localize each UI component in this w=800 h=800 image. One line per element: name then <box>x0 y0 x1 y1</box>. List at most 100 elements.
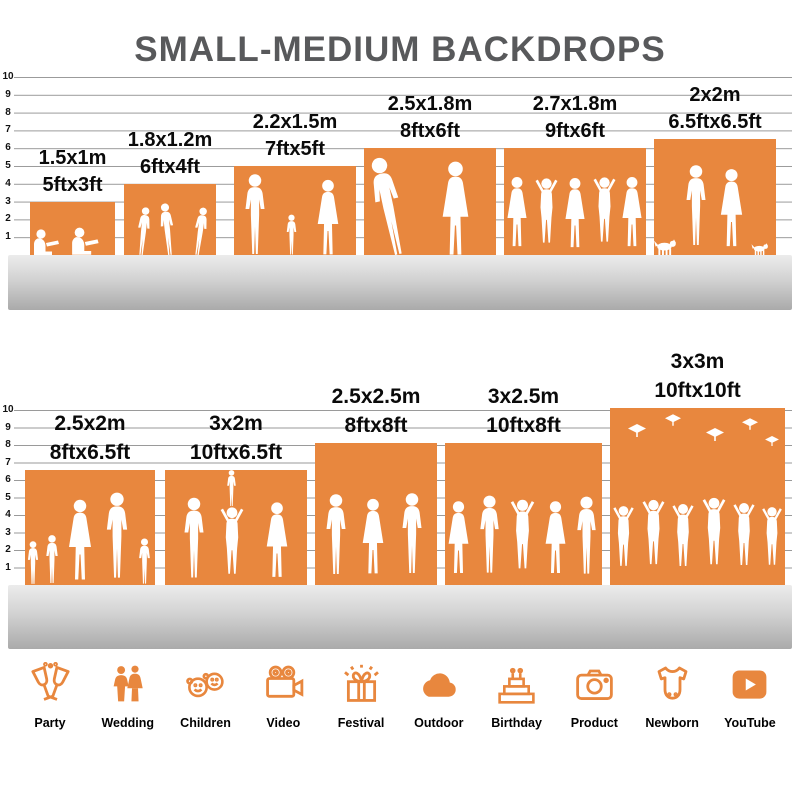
y-tick: 2 <box>5 213 11 224</box>
backdrop-bar-8x8ft: 2.5x2.5m 8ftx8ft <box>315 385 437 585</box>
bar-metric-size: 2.5x1.8m <box>387 93 473 115</box>
y-tick: 6 <box>5 474 11 485</box>
bar-metric-size: 3x2.5m <box>487 385 560 408</box>
top-ground-strip <box>8 255 792 310</box>
outdoor-icon <box>423 673 457 697</box>
category-product: Product <box>558 662 630 730</box>
bar-size-label: 3x2.5m 10ftx8ft <box>486 382 561 443</box>
bar-metric-size: 2.5x2m <box>54 412 126 435</box>
y-tick: 6 <box>5 142 11 153</box>
youtube-icon <box>733 670 767 699</box>
bar-metric-size: 1.5x1m <box>38 147 107 169</box>
bar-metric-size: 2.2x1.5m <box>252 111 338 133</box>
category-outdoor: Outdoor <box>403 662 475 730</box>
category-birthday: Birthday <box>481 662 553 730</box>
silhouette-wedding-couple <box>366 155 469 257</box>
silhouette-parent-lifting-child <box>184 470 288 578</box>
bar-imperial-size: 10ftx10ft <box>654 379 741 402</box>
silhouette-children-running <box>135 202 210 256</box>
backdrop-bar-10x6.5ft: 3x2m 10ftx6.5ft <box>165 412 307 585</box>
y-tick: 10 <box>2 71 14 82</box>
category-label: Festival <box>337 716 385 730</box>
bar-metric-size: 2.7x1.8m <box>532 93 618 115</box>
y-tick: 1 <box>5 562 11 573</box>
y-tick: 7 <box>5 124 11 135</box>
bar-size-label: 2.2x1.5m 7ftx5ft <box>253 109 338 166</box>
birthday-icon <box>498 667 535 704</box>
bar-metric-size: 2.5x2.5m <box>331 385 421 408</box>
y-tick: 2 <box>5 544 11 555</box>
silhouette-dancing-group <box>507 177 642 248</box>
festival-icon <box>343 664 379 702</box>
bar-imperial-size: 5ftx3ft <box>42 174 103 196</box>
category-label: Wedding <box>101 716 155 730</box>
bar-size-label: 3x3m 10ftx10ft <box>654 347 740 408</box>
category-row: Party Wedding <box>14 662 786 730</box>
category-label: Product <box>570 716 618 730</box>
category-label: YouTube <box>724 716 776 730</box>
y-tick: 10 <box>2 404 14 415</box>
y-tick: 7 <box>5 457 11 468</box>
silhouette-family <box>245 174 339 255</box>
y-tick: 4 <box>5 178 11 189</box>
y-tick: 3 <box>5 196 11 207</box>
bar-imperial-size: 7ftx5ft <box>264 138 326 160</box>
backdrop-bar-8x6ft: 2.5x1.8m 8ftx6ft <box>364 93 496 257</box>
category-label: Birthday <box>491 716 542 730</box>
bar-size-label: 2.5x2.5m 8ftx8ft <box>332 382 421 443</box>
page-title: SMALL-MEDIUM BACKDROPS <box>134 30 666 69</box>
silhouette-children-reading <box>34 227 99 255</box>
y-tick: 5 <box>5 160 11 171</box>
bottom-ground-strip <box>8 585 792 649</box>
backdrop-bar-6x4ft: 1.8x1.2m 6ftx4ft <box>124 129 216 256</box>
silhouette-couple-with-pets <box>654 165 768 255</box>
category-video: Video <box>247 662 319 730</box>
y-tick: 8 <box>5 107 11 118</box>
bar-metric-size: 3x3m <box>670 350 725 373</box>
video-icon <box>265 665 304 698</box>
children-icon <box>186 672 224 698</box>
y-tick: 8 <box>5 439 11 450</box>
party-icon <box>30 662 70 701</box>
category-label: Party <box>34 716 66 730</box>
y-tick: 3 <box>5 527 11 538</box>
newborn-icon <box>657 666 688 700</box>
category-festival: Festival <box>325 662 397 730</box>
bar-imperial-size: 10ftx8ft <box>486 414 561 437</box>
bar-imperial-size: 6ftx4ft <box>139 156 201 178</box>
bar-size-label: 2x2m 6.5ftx6.5ft <box>668 82 761 139</box>
bar-size-label: 3x2m 10ftx6.5ft <box>190 409 282 470</box>
backdrop-bar-6.5x6.5ft: 2x2m 6.5ftx6.5ft <box>654 84 776 255</box>
product-icon <box>576 669 613 700</box>
bar-metric-size: 1.8x1.2m <box>127 129 213 151</box>
bar-size-label: 1.5x1m 5ftx3ft <box>39 145 107 202</box>
category-label: Outdoor <box>414 716 464 730</box>
y-tick: 5 <box>5 492 11 503</box>
bar-size-label: 2.5x2m 8ftx6.5ft <box>50 409 131 470</box>
backdrop-bar-10x8ft: 3x2.5m 10ftx8ft <box>445 385 602 585</box>
silhouette-family-group <box>27 492 150 584</box>
bar-imperial-size: 8ftx6ft <box>399 120 461 142</box>
backdrop-bar-10x10ft: 3x3m 10ftx10ft <box>610 350 785 585</box>
bar-imperial-size: 9ftx6ft <box>544 120 606 142</box>
bar-size-label: 2.5x1.8m 8ftx6ft <box>388 91 473 148</box>
bar-imperial-size: 8ftx8ft <box>344 414 408 437</box>
category-label: Video <box>266 716 301 730</box>
bar-imperial-size: 10ftx6.5ft <box>189 441 283 464</box>
backdrop-bar-5x3ft: 1.5x1m 5ftx3ft <box>30 147 115 255</box>
silhouette-graduation-crowd <box>613 414 782 566</box>
category-label: Newborn <box>645 716 699 730</box>
backdrop-bar-7x5ft: 2.2x1.5m 7ftx5ft <box>234 111 356 255</box>
category-newborn: Newborn <box>636 662 708 730</box>
category-party: Party <box>14 662 86 730</box>
bar-imperial-size: 8ftx6.5ft <box>49 441 131 464</box>
silhouette-standing-adults <box>326 493 422 574</box>
category-youtube: YouTube <box>714 662 786 730</box>
y-tick: 9 <box>5 422 11 433</box>
y-tick: 1 <box>5 231 11 242</box>
bar-imperial-size: 6.5ftx6.5ft <box>668 111 762 133</box>
category-children: Children <box>170 662 242 730</box>
y-tick: 9 <box>5 89 11 100</box>
wedding-icon <box>113 665 143 702</box>
